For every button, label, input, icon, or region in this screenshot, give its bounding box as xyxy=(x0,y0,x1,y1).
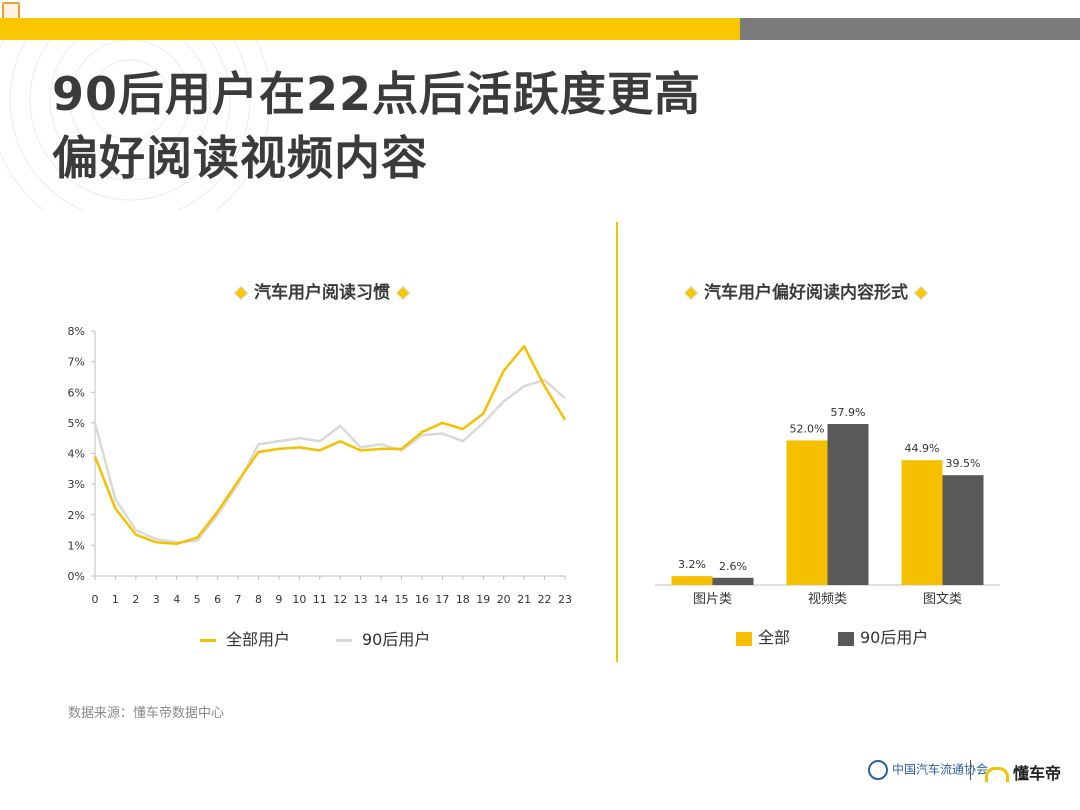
bar-data-label: 44.9% xyxy=(905,442,940,455)
x-tick-label: 10 xyxy=(292,593,306,606)
bar-data-label: 39.5% xyxy=(946,457,981,470)
legend-item-90s-users: 90后用户 xyxy=(336,626,430,650)
data-source: 数据来源：懂车帝数据中心 xyxy=(68,706,225,721)
org-name: 中国汽车流通协会 xyxy=(892,762,989,777)
y-tick-label: 0% xyxy=(68,570,85,583)
bar-legend-item-90s: 90后用户 xyxy=(838,624,928,648)
x-tick-label: 4 xyxy=(173,593,180,606)
series-line xyxy=(93,378,566,544)
x-tick-label: 20 xyxy=(497,593,511,606)
x-tick-label: 6 xyxy=(214,593,221,606)
x-tick-label: 0 xyxy=(92,593,99,606)
org-logo: 中国汽车流通协会 xyxy=(868,760,988,780)
line-chart-title: 汽车用户阅读习惯 xyxy=(254,283,390,303)
legend-label-all-users: 全部用户 xyxy=(226,630,291,649)
bar-chart-title-wrap: 汽车用户偏好阅读内容形式 xyxy=(678,278,934,303)
x-tick-label: 14 xyxy=(374,593,388,606)
bar xyxy=(786,440,828,585)
x-tick-label: 5 xyxy=(194,593,201,606)
x-tick-label: 17 xyxy=(435,593,449,606)
bar xyxy=(827,424,869,585)
bar-data-label: 52.0% xyxy=(790,422,825,435)
x-tick-label: 18 xyxy=(456,593,470,606)
x-tick-label: 19 xyxy=(476,593,490,606)
x-tick-label: 21 xyxy=(517,593,531,606)
header-band-gray xyxy=(740,18,1080,40)
y-tick-label: 8% xyxy=(68,325,85,338)
x-tick-label: 22 xyxy=(538,593,552,606)
x-tick-label: 15 xyxy=(395,593,409,606)
x-tick-label: 12 xyxy=(333,593,347,606)
bar xyxy=(671,576,713,585)
legend-label-90s-users: 90后用户 xyxy=(362,630,431,649)
diamond-icon xyxy=(913,285,929,301)
bar-legend-item-all: 全部 xyxy=(736,624,790,648)
brand-logo: 懂车帝 xyxy=(985,760,1061,784)
category-label: 视频类 xyxy=(808,592,847,607)
brand-name: 懂车帝 xyxy=(1013,764,1062,783)
bar-chart-title: 汽车用户偏好阅读内容形式 xyxy=(704,283,908,303)
page-title-line2: 偏好阅读视频内容 xyxy=(52,131,428,185)
x-tick-label: 11 xyxy=(313,593,327,606)
diamond-icon xyxy=(233,285,249,301)
bar-legend-label-90s: 90后用户 xyxy=(860,628,929,647)
y-tick-label: 7% xyxy=(68,356,85,369)
y-tick-label: 4% xyxy=(68,448,85,461)
line-chart: 0%1%2%3%4%5%6%7%8%0 1 2 3 4 5 6 7 8 9 10 11 12 13 14 15… xyxy=(68,325,572,606)
y-tick-label: 2% xyxy=(68,509,85,522)
x-tick-label: 23 xyxy=(558,593,572,606)
x-tick-label: 16 xyxy=(415,593,429,606)
y-tick-label: 3% xyxy=(68,478,85,491)
header-band-yellow xyxy=(0,18,740,40)
x-tick-label: 3 xyxy=(153,593,160,606)
bar-data-label: 3.2% xyxy=(678,558,706,571)
legend-item-all-users: 全部用户 xyxy=(200,626,290,650)
bar-data-label: 2.6% xyxy=(719,560,747,573)
car-icon xyxy=(985,767,1009,782)
x-tick-label: 13 xyxy=(354,593,368,606)
legend-swatch-90s-users xyxy=(336,639,352,642)
bar xyxy=(712,577,754,585)
line-chart-title-wrap: 汽车用户阅读习惯 xyxy=(228,278,416,303)
bar-data-label: 57.9% xyxy=(831,406,866,419)
globe-icon xyxy=(868,760,888,780)
footer-separator xyxy=(970,760,971,780)
category-label: 图片类 xyxy=(693,592,732,607)
y-tick-label: 6% xyxy=(68,386,85,399)
page-title-line1: 90后用户在22点后活跃度更高 xyxy=(52,67,702,121)
x-tick-label: 9 xyxy=(275,593,282,606)
chart-divider xyxy=(616,222,618,662)
x-tick-label: 7 xyxy=(235,593,242,606)
x-tick-label: 1 xyxy=(112,593,119,606)
y-tick-label: 5% xyxy=(68,417,85,430)
bar-legend-label-all: 全部 xyxy=(758,628,791,647)
diamond-icon xyxy=(683,285,699,301)
legend-swatch-all-users xyxy=(200,639,216,642)
y-tick-label: 1% xyxy=(68,539,85,552)
bar-chart: 3.2% 2.6% 图片类 52.0% 57.9% 视频类 44.9% 39.5% 图文类 xyxy=(655,406,1000,607)
bar xyxy=(901,460,943,585)
category-label: 图文类 xyxy=(923,592,962,607)
bar-legend-swatch-all xyxy=(736,631,752,646)
diamond-icon xyxy=(395,285,411,301)
decorative-rings xyxy=(0,40,271,210)
bar-legend-swatch-90s xyxy=(838,631,854,646)
series-line xyxy=(93,345,567,546)
x-tick-label: 2 xyxy=(132,593,139,606)
x-tick-label: 8 xyxy=(255,593,262,606)
bar xyxy=(942,475,984,585)
